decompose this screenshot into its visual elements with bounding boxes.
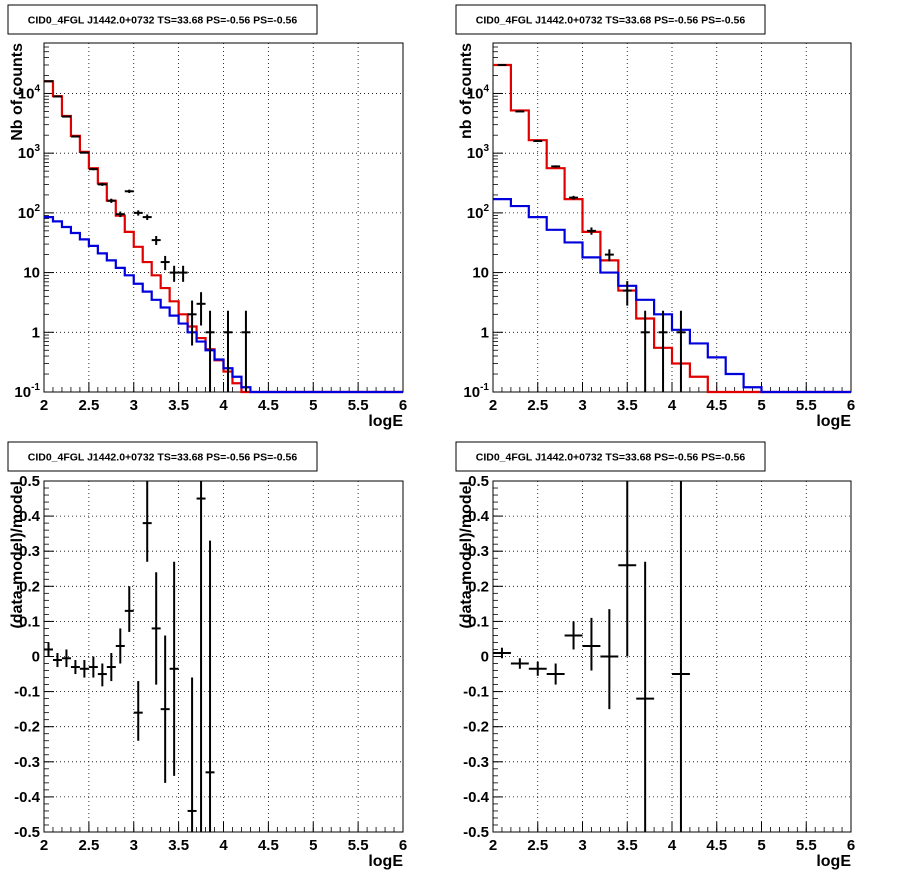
y-tick-label: 0.3: [468, 543, 489, 560]
x-tick-label: 3: [130, 397, 138, 414]
x-axis-label: logE: [368, 853, 403, 870]
y-tick-label: -0.3: [463, 754, 489, 771]
x-tick-label: 2.5: [78, 397, 99, 414]
x-tick-label: 4.5: [258, 397, 279, 414]
x-tick-label: 4: [219, 837, 228, 854]
x-tick-label: 4: [219, 397, 228, 414]
x-tick-label: 5: [309, 397, 317, 414]
x-tick-label: 2.5: [527, 397, 548, 414]
y-tick-label: 104: [467, 83, 490, 102]
y-tick-label: -0.3: [14, 754, 40, 771]
y-tick-label: 0.4: [468, 508, 490, 525]
y-tick-label: -0.2: [463, 719, 489, 736]
y-axis-label: (data-model)/model: [9, 481, 26, 629]
y-tick-label: 0.4: [19, 508, 41, 525]
y-tick-label: -0.1: [14, 684, 40, 701]
x-tick-label: 5.5: [796, 837, 817, 854]
y-tick-label: 1: [32, 324, 40, 341]
x-tick-label: 2: [40, 397, 48, 414]
x-tick-label: 3.5: [617, 837, 638, 854]
x-tick-label: 6: [847, 397, 855, 414]
x-tick-label: 3.5: [168, 397, 189, 414]
y-tick-label: 104: [18, 83, 41, 102]
y-tick-label: -0.4: [14, 789, 41, 806]
y-tick-label: 0.5: [468, 473, 489, 490]
y-tick-label: 10-1: [14, 382, 40, 401]
x-tick-label: 4.5: [258, 837, 279, 854]
histogram-series-line: [493, 198, 851, 394]
chart-panel-1: 2 2.5 3 3.5 4 4.5 5 5.5 6 10-1 1 10 102 103 104 logE Nb …: [7, 4, 407, 430]
x-tick-label: 2: [40, 837, 48, 854]
y-tick-label: 103: [467, 143, 490, 162]
x-tick-label: 2.5: [78, 837, 99, 854]
y-tick-label: 10: [472, 265, 489, 282]
x-tick-label: 3.5: [617, 397, 638, 414]
y-tick-label: 10-1: [463, 382, 489, 401]
y-axis-label: Nb of counts: [9, 43, 26, 141]
y-tick-label: 0.5: [19, 473, 40, 490]
chart-title-box: [7, 4, 318, 35]
chart-title-box: [455, 4, 766, 35]
chart-panel-4: 2 2.5 3 3.5 4 4.5 5 5.5 6 -0.5 -0.4 -0.3 -0.2 -0.1 0 0.…: [455, 441, 855, 870]
x-tick-label: 5: [309, 837, 317, 854]
y-tick-label: 0: [32, 649, 40, 666]
y-tick-label: 0.1: [19, 613, 40, 630]
chart-panel-2: 2 2.5 3 3.5 4 4.5 5 5.5 6 10-1 1 10 102 103 104 logE nb …: [455, 4, 855, 430]
x-tick-label: 5.5: [796, 397, 817, 414]
x-tick-label: 4.5: [706, 397, 727, 414]
chart-title: CID0_4FGL J1442.0+0732 TS=33.68 PS=-0.56…: [476, 15, 746, 27]
chart-title: CID0_4FGL J1442.0+0732 TS=33.68 PS=-0.56…: [476, 452, 746, 464]
y-axis-label: nb of counts: [458, 43, 475, 139]
chart-title: CID0_4FGL J1442.0+0732 TS=33.68 PS=-0.56…: [28, 452, 298, 464]
y-tick-label: 0.2: [19, 578, 40, 595]
chart-panel-3: 2 2.5 3 3.5 4 4.5 5 5.5 6 -0.5 -0.4 -0.3 -0.2 -0.1 0 0.…: [7, 441, 407, 870]
x-tick-label: 4: [668, 397, 677, 414]
y-tick-label: 102: [467, 203, 490, 222]
x-tick-label: 3: [130, 837, 138, 854]
plot-frame: [492, 42, 852, 393]
histogram-series-line: [493, 63, 851, 394]
x-axis-label: logE: [816, 853, 851, 870]
y-tick-label: -0.5: [14, 824, 40, 841]
x-tick-label: 2: [489, 837, 497, 854]
y-tick-label: -0.4: [463, 789, 490, 806]
y-tick-label: -0.2: [14, 719, 40, 736]
y-tick-label: -0.1: [463, 684, 489, 701]
y-tick-label: 0.2: [468, 578, 489, 595]
plot-frame: [43, 42, 404, 393]
x-tick-label: 4: [668, 837, 677, 854]
x-axis-label: logE: [816, 413, 851, 430]
x-tick-label: 5: [757, 397, 765, 414]
x-tick-label: 2.5: [527, 837, 548, 854]
chart-title-box: [455, 441, 766, 472]
x-tick-label: 6: [847, 837, 855, 854]
y-tick-label: 0: [481, 649, 489, 666]
x-tick-label: 3: [578, 837, 586, 854]
y-tick-label: 103: [18, 143, 41, 162]
y-tick-label: 1: [481, 324, 489, 341]
x-tick-label: 2: [489, 397, 497, 414]
y-tick-label: -0.5: [463, 824, 489, 841]
y-tick-label: 102: [18, 203, 41, 222]
chart-title: CID0_4FGL J1442.0+0732 TS=33.68 PS=-0.56…: [28, 15, 298, 27]
x-tick-label: 3.5: [168, 837, 189, 854]
x-tick-label: 5.5: [348, 397, 369, 414]
y-tick-label: 0.1: [468, 613, 489, 630]
histogram-series-line: [44, 215, 403, 394]
chart-title-box: [7, 441, 318, 472]
x-tick-label: 6: [399, 397, 407, 414]
x-tick-label: 3: [578, 397, 586, 414]
x-tick-label: 4.5: [706, 837, 727, 854]
y-axis-label: (data-model)/model: [458, 481, 475, 629]
y-tick-label: 10: [23, 265, 40, 282]
x-tick-label: 5.5: [348, 837, 369, 854]
x-tick-label: 6: [399, 837, 407, 854]
x-axis-label: logE: [368, 413, 403, 430]
x-tick-label: 5: [757, 837, 765, 854]
y-tick-label: 0.3: [19, 543, 40, 560]
